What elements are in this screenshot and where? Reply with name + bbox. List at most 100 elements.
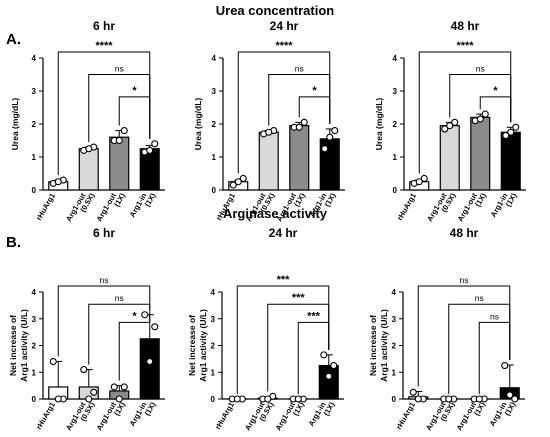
significance-bracket: [118, 309, 151, 381]
data-point: [325, 372, 333, 380]
significance-label: ns: [100, 275, 109, 285]
significance-label: ***: [277, 274, 291, 286]
section-a-label: A.: [6, 31, 21, 48]
y-tick-label: 3: [211, 315, 216, 324]
bar: [318, 364, 339, 400]
section-b-title: Arginase activity: [223, 206, 328, 221]
y-tick-label: 1: [32, 368, 37, 377]
x-tick-label: (1X): [322, 400, 337, 417]
chart-arginase-6hr: 6 hr 0 1 2 3 4 Net increase of Arg1 activity (U…: [8, 226, 165, 432]
y-tick-label: 0: [392, 395, 397, 404]
y-tick-label: 4: [212, 54, 217, 63]
data-point: [49, 357, 57, 366]
y-tick-label: 1: [211, 368, 216, 377]
x-tick-label: (1X): [291, 400, 306, 417]
data-point: [151, 140, 159, 148]
y-tick-label: 3: [212, 87, 217, 96]
y-tick-label: 0: [32, 395, 37, 404]
y-tick-label: 2: [212, 120, 217, 129]
significance-label: ****: [95, 40, 113, 52]
x-tick-label: (1X): [112, 191, 127, 208]
data-point: [326, 133, 334, 141]
y-tick-label: 0: [32, 186, 37, 195]
y-tick-label: 1: [212, 153, 217, 162]
y-axis-label: Net increase of: [368, 315, 378, 376]
data-point: [502, 132, 510, 140]
data-point: [229, 181, 237, 189]
data-point: [414, 395, 422, 403]
significance-bracket: [236, 285, 330, 394]
data-point: [233, 395, 241, 403]
section-a-title: Urea concentration: [216, 3, 335, 18]
data-point: [85, 145, 93, 153]
bar: [289, 125, 310, 191]
significance-label: ns: [460, 275, 469, 285]
chart-title: 48 hr: [451, 19, 480, 33]
y-tick-label: 0: [211, 395, 216, 404]
data-point: [265, 128, 273, 136]
y-axis-label: Net increase of: [8, 315, 18, 376]
x-tick-label: (1X): [473, 191, 488, 208]
y-tick-label: 1: [32, 153, 37, 162]
chart-title: 24 hr: [270, 19, 299, 33]
data-point: [54, 395, 62, 403]
x-tick-label: (1X): [143, 191, 158, 208]
significance-bracket: [418, 51, 512, 174]
y-tick-label: 0: [393, 186, 398, 195]
x-tick-label: (1X): [503, 400, 518, 417]
y-tick-label: 3: [32, 315, 37, 324]
significance-label: ns: [476, 63, 485, 73]
data-point: [415, 178, 423, 186]
data-point: [120, 127, 128, 135]
significance-label: ns: [115, 293, 124, 303]
data-point: [441, 125, 449, 133]
y-axis-label: Urea (mg/dL): [374, 98, 384, 151]
data-point: [294, 395, 302, 403]
y-tick-label: 4: [211, 288, 216, 297]
data-point: [512, 123, 520, 131]
chart-title: 6 hr: [93, 226, 115, 240]
data-point: [451, 118, 459, 126]
x-tick-label: (1X): [112, 400, 127, 417]
bar: [109, 136, 130, 191]
data-point: [331, 127, 339, 135]
significance-label: ns: [490, 311, 499, 321]
data-point: [481, 110, 489, 118]
x-tick-label: rHuArg1: [213, 401, 236, 431]
x-tick-label: Arg1-out: [455, 400, 479, 432]
data-point: [90, 388, 98, 396]
data-point: [320, 351, 328, 359]
y-tick-label: 3: [393, 87, 398, 96]
y-axis-label: Urea (mg/dL): [193, 98, 203, 151]
y-axis-label: Net increase of: [187, 315, 197, 376]
x-tick-label: Arg1-out: [274, 400, 298, 432]
x-tick-label: rHuArg1: [34, 401, 57, 431]
significance-label: *: [132, 310, 137, 322]
data-point: [409, 388, 417, 396]
data-point: [476, 115, 484, 123]
significance-label: ns: [475, 293, 484, 303]
data-point: [501, 362, 509, 370]
chart-title: 6 hr: [93, 19, 115, 33]
significance-bracket: [417, 285, 511, 387]
y-tick-label: 1: [393, 153, 398, 162]
bar: [439, 125, 460, 191]
bar: [500, 131, 521, 191]
data-point: [115, 136, 123, 145]
data-point: [506, 391, 514, 399]
significance-bracket: [237, 51, 331, 174]
y-tick-label: 3: [32, 87, 37, 96]
y-tick-label: 0: [212, 186, 217, 195]
data-point: [420, 174, 428, 182]
significance-label: ***: [307, 310, 321, 322]
y-tick-label: 3: [392, 315, 397, 324]
chart-arginase-48hr: 48 hr 0 1 2 3 4 Net increase of Arg1 activity (…: [368, 226, 525, 432]
data-point: [85, 395, 93, 403]
data-point: [475, 395, 483, 403]
y-tick-label: 4: [32, 288, 37, 297]
significance-label: ****: [275, 40, 293, 52]
data-point: [239, 174, 247, 182]
data-point: [54, 178, 62, 186]
bar: [139, 338, 160, 400]
